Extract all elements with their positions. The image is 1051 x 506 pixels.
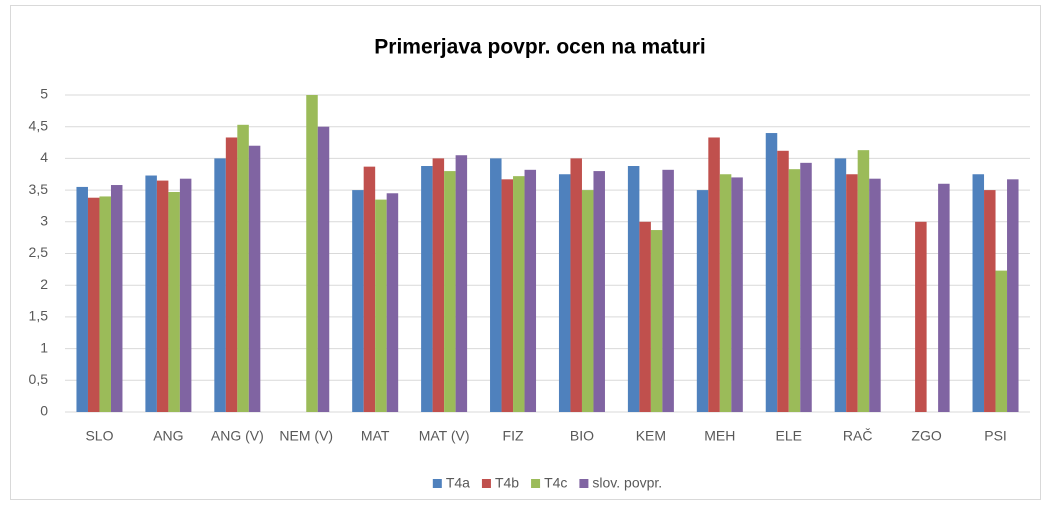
bar <box>777 150 789 413</box>
bar <box>214 158 226 412</box>
x-tick-label: KEM <box>636 428 666 444</box>
bar <box>237 124 249 412</box>
bar <box>788 169 801 412</box>
bar <box>639 221 651 412</box>
bar <box>524 169 537 412</box>
y-tick-label: 1 <box>40 339 48 355</box>
x-tick-label: RAČ <box>843 428 873 444</box>
legend-swatch <box>481 479 491 488</box>
bar <box>581 190 594 412</box>
bar <box>696 190 709 412</box>
bar <box>421 166 433 412</box>
x-tick-label: ANG <box>153 428 183 444</box>
bar <box>719 174 732 412</box>
bar <box>444 171 456 412</box>
bar <box>110 185 123 412</box>
bar <box>386 193 399 412</box>
legend-swatch <box>531 479 541 488</box>
y-tick-label: 2 <box>40 276 48 292</box>
x-tick-label: SLO <box>85 428 113 444</box>
bar <box>432 158 445 412</box>
y-tick-label: 0 <box>40 403 48 419</box>
bar <box>76 186 88 412</box>
bar <box>984 190 996 412</box>
y-tick-label: 3 <box>40 213 48 229</box>
bar <box>731 177 743 412</box>
bar <box>248 145 261 412</box>
bar <box>156 180 169 412</box>
bar <box>765 133 778 413</box>
bar <box>306 95 318 412</box>
x-tick-label: MAT <box>361 428 390 444</box>
bar <box>145 175 157 412</box>
x-tick-label: ELE <box>776 428 802 444</box>
x-tick-label: FIZ <box>503 428 524 444</box>
legend-swatch <box>432 479 442 488</box>
bar <box>593 171 605 412</box>
y-tick-label: 4,5 <box>29 117 49 133</box>
bar <box>846 174 858 412</box>
x-tick-label: PSI <box>984 428 1007 444</box>
bar <box>857 150 870 412</box>
legend-label: T4a <box>446 475 470 491</box>
y-tick-label: 4 <box>40 149 48 165</box>
bar <box>513 176 525 412</box>
bar <box>627 166 640 412</box>
bar <box>995 270 1008 412</box>
y-tick-label: 0,5 <box>29 371 49 387</box>
bar <box>490 158 502 412</box>
y-tick-label: 2,5 <box>29 244 49 260</box>
bar <box>352 190 364 412</box>
bar <box>501 179 514 412</box>
bar <box>317 126 330 412</box>
x-tick-label: NEM (V) <box>279 428 333 444</box>
x-tick-label: ZGO <box>911 428 941 444</box>
bar <box>225 137 238 412</box>
bar <box>87 197 100 412</box>
bar <box>915 221 927 412</box>
bar <box>972 174 985 412</box>
chart-title: Primerjava povpr. ocen na maturi <box>374 36 705 59</box>
legend-label: T4b <box>495 475 519 491</box>
bar <box>869 178 881 412</box>
y-tick-label: 3,5 <box>29 181 49 197</box>
bar <box>375 199 387 412</box>
bar <box>662 169 674 412</box>
legend-label: T4c <box>544 475 567 491</box>
y-tick-label: 5 <box>40 86 48 102</box>
bar <box>834 158 847 412</box>
x-tick-label: MAT (V) <box>419 428 470 444</box>
bar <box>558 174 571 412</box>
legend-swatch <box>579 479 589 488</box>
bar <box>1007 179 1019 412</box>
x-tick-label: ANG (V) <box>211 428 264 444</box>
bar <box>650 230 663 412</box>
bar <box>708 137 720 412</box>
legend-label: slov. povpr. <box>592 475 662 491</box>
bar <box>938 183 950 412</box>
bar <box>179 178 192 412</box>
x-tick-label: BIO <box>570 428 594 444</box>
bar <box>800 162 812 412</box>
bar <box>99 196 111 412</box>
bar <box>363 166 376 412</box>
y-tick-label: 1,5 <box>29 308 49 324</box>
x-tick-label: MEH <box>704 428 735 444</box>
bar <box>570 158 582 412</box>
bar <box>168 192 180 412</box>
bar <box>455 155 468 413</box>
